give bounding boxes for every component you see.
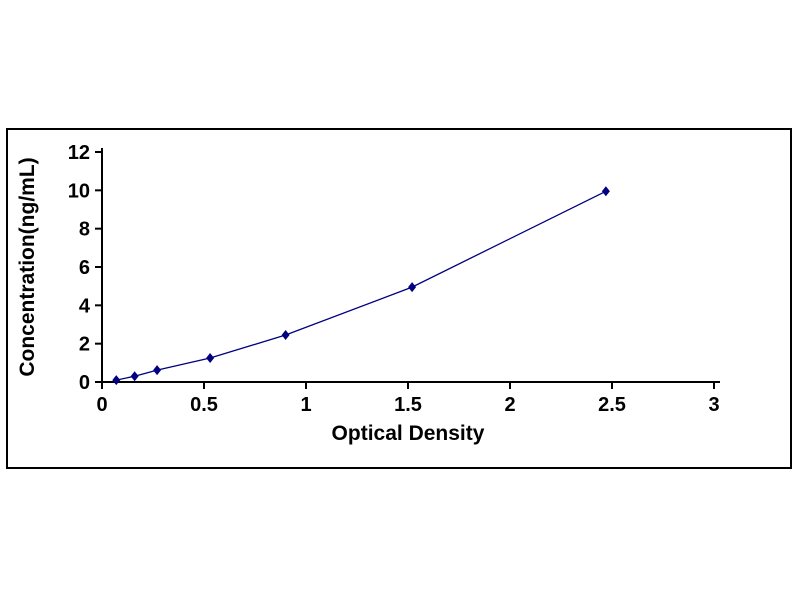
y-axis-label: Concentration(ng/mL)	[16, 157, 39, 376]
y-tick-label: 8	[79, 219, 90, 241]
y-tick-label: 4	[79, 295, 91, 317]
y-tick-label: 2	[79, 334, 90, 356]
data-point-marker	[601, 186, 610, 197]
x-tick-label: 2	[504, 394, 515, 416]
plot-layer: 0 0.5 1 1.5 2 2.5 3 0 2 4 6 8 10 12	[68, 142, 720, 416]
y-tick-label: 12	[68, 142, 90, 164]
y-tick-label: 10	[68, 180, 90, 202]
data-point-marker	[153, 365, 162, 376]
y-tick-label: 6	[79, 257, 90, 279]
standard-curve-svg: 0 0.5 1 1.5 2 2.5 3 0 2 4 6 8 10 12 Concentration(ng/…	[16, 142, 720, 445]
x-tick-label: 0	[96, 394, 107, 416]
data-point-marker	[206, 353, 215, 364]
x-tick-label: 0.5	[190, 394, 218, 416]
x-tick-label: 2.5	[598, 394, 626, 416]
y-tick-label: 0	[79, 372, 90, 394]
data-point-marker	[112, 375, 121, 386]
x-tick-label: 3	[708, 394, 719, 416]
axis-lines	[101, 148, 720, 383]
x-tick-label: 1	[300, 394, 311, 416]
series-line	[116, 190, 607, 381]
data-point-marker	[408, 282, 417, 293]
x-tick-label: 1.5	[394, 394, 422, 416]
standard-curve-chart: 0 0.5 1 1.5 2 2.5 3 0 2 4 6 8 10 12 Concentration(ng/…	[6, 128, 792, 469]
data-point-marker	[281, 330, 290, 341]
data-point-marker	[130, 371, 139, 382]
x-axis-label: Optical Density	[332, 422, 485, 445]
